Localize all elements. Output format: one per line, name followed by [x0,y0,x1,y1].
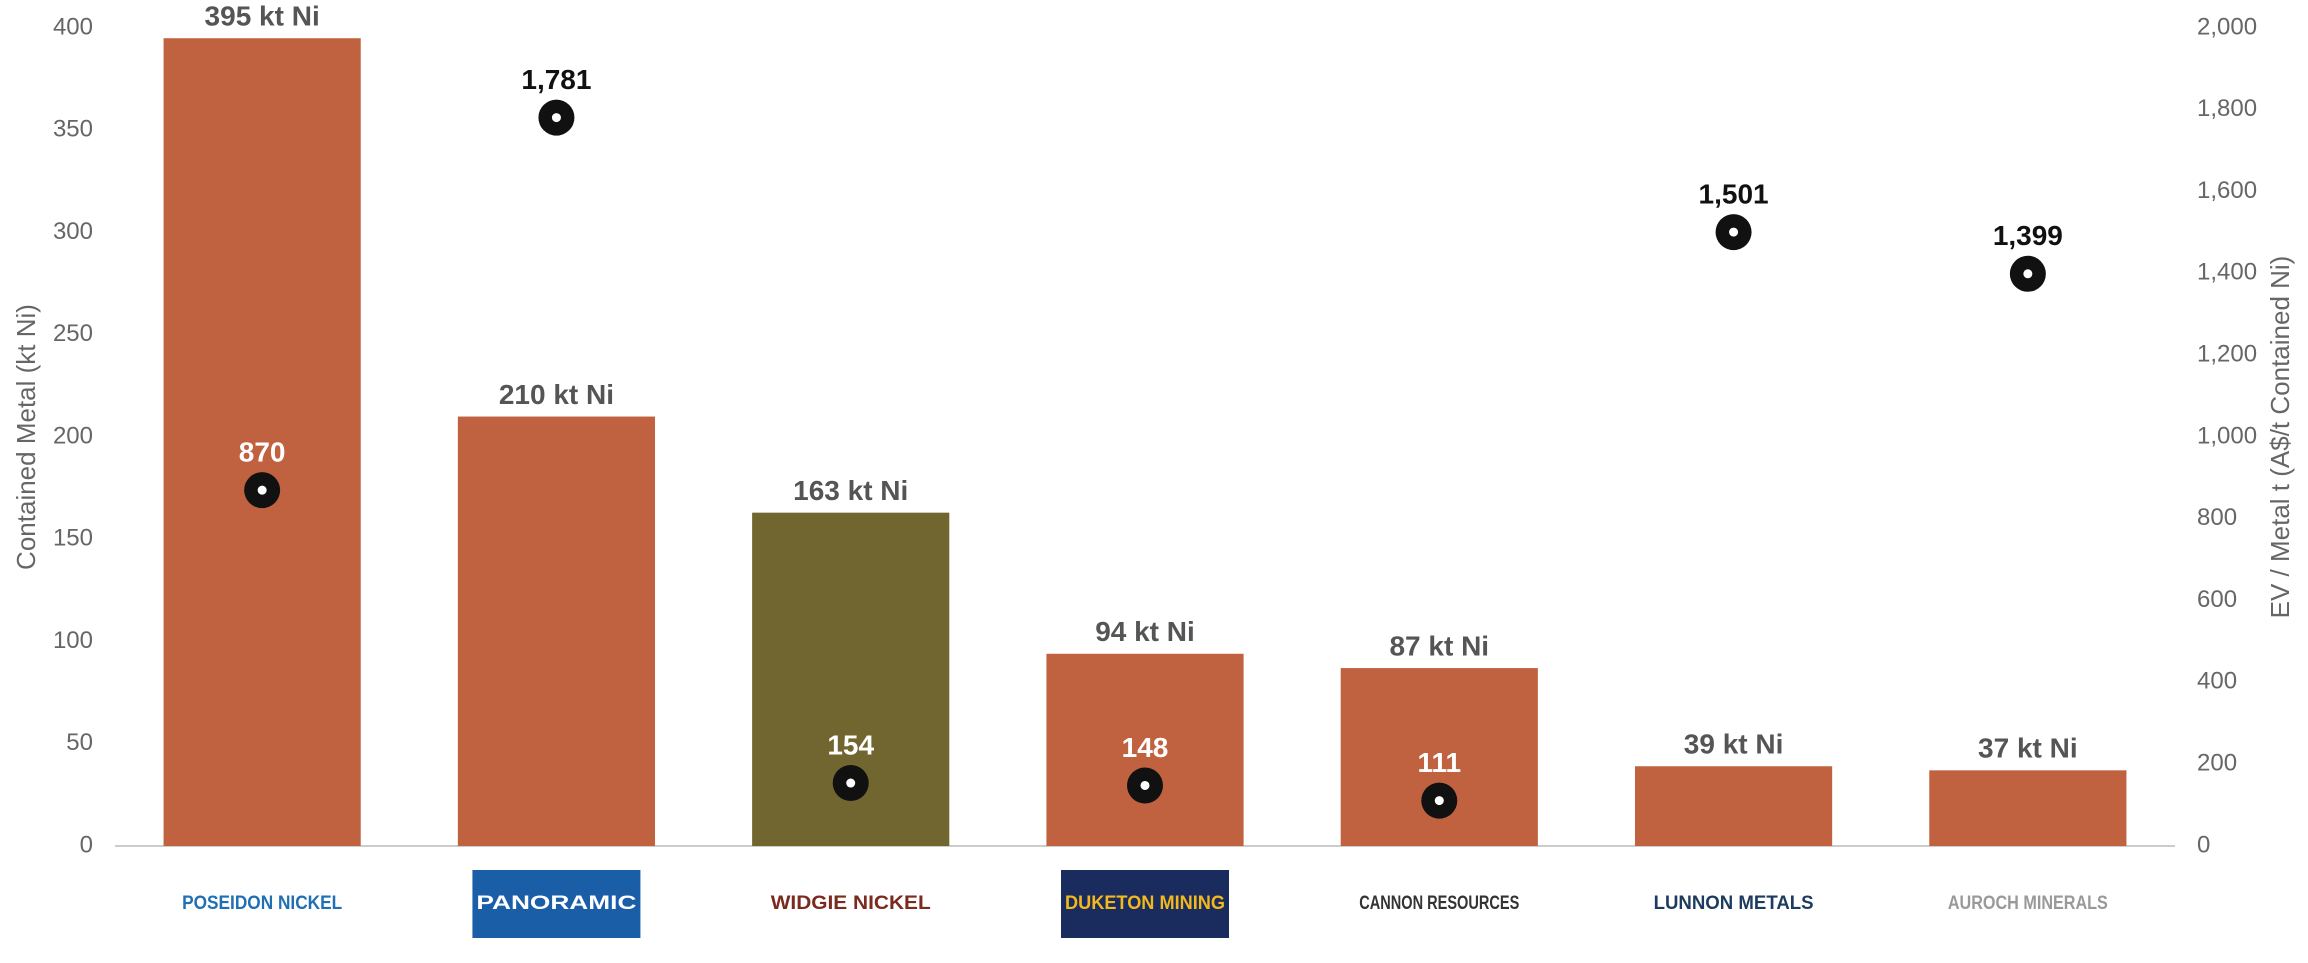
category-logo: POSEIDON NICKEL [182,893,342,914]
y-axis-title: Contained Metal (kt Ni) [11,304,41,570]
bar [1046,653,1244,846]
bar-value-label: 163 kt Ni [793,475,908,506]
y-tick-label: 250 [53,320,93,347]
ev-point-center [1140,780,1150,790]
category-logo: PANORAMIC [476,893,636,914]
y2-tick-label: 800 [2197,504,2237,531]
ev-value-label: 1,399 [1993,220,2063,251]
bar [457,416,656,846]
y2-tick-label: 1,600 [2197,177,2257,204]
ev-point-center [2023,269,2033,279]
y2-tick-label: 600 [2197,586,2237,613]
y2-tick-label: 1,400 [2197,259,2257,286]
y2-tick-label: 1,200 [2197,341,2257,368]
category-logo: AUROCH MINERALS [1948,893,2108,914]
ev-value-label: 154 [827,729,874,760]
bar-value-label: 210 kt Ni [499,379,614,410]
bar-value-label: 87 kt Ni [1389,630,1489,661]
y2-axis-title: EV / Metal t (A$/t Contained Ni) [2265,256,2295,619]
category-logo: LUNNON METALS [1654,893,1814,914]
bar-value-label: 94 kt Ni [1095,616,1195,647]
y-tick-label: 100 [53,627,93,654]
bar-value-label: 395 kt Ni [205,1,320,32]
bar [1634,766,1833,846]
y-tick-label: 400 [53,13,93,40]
y-tick-label: 200 [53,422,93,449]
logo-box [472,870,641,938]
bar [163,38,361,847]
y2-tick-label: 2,000 [2197,13,2257,40]
ev-point-center [551,113,561,123]
category-logo: WIDGIE NICKEL [771,893,931,914]
ev-value-label: 1,501 [1699,178,1769,209]
y-tick-label: 300 [53,218,93,245]
bar-value-label: 39 kt Ni [1684,729,1784,760]
y-tick-label: 150 [53,525,93,552]
ev-point-center [1434,796,1444,806]
y2-tick-label: 1,000 [2197,422,2257,449]
y2-tick-label: 400 [2197,668,2237,695]
logo-box [1061,870,1229,938]
y-tick-label: 0 [80,831,93,858]
y2-tick-label: 1,800 [2197,95,2257,122]
ev-point-center [1729,227,1739,237]
ev-value-label: 148 [1122,732,1169,763]
bar [1929,770,2127,846]
bar-value-label: 37 kt Ni [1978,733,2078,764]
category-logo: DUKETON MINING [1065,893,1225,914]
ev-value-label: 1,781 [521,64,591,95]
category-logo: CANNON RESOURCES [1359,893,1519,914]
ev-point-center [257,485,267,495]
ev-value-label: 111 [1417,747,1461,778]
y2-tick-label: 200 [2197,750,2237,777]
ev-value-label: 870 [239,437,286,468]
ev-point-center [846,778,856,788]
y-tick-label: 50 [66,729,93,756]
y2-tick-label: 0 [2197,831,2210,858]
y-tick-label: 350 [53,116,93,143]
